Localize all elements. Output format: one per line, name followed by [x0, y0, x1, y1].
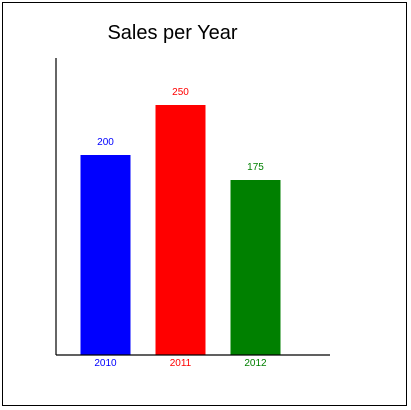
labels-group: 200 2010 250 2011 175 2012 — [94, 87, 267, 369]
bars-group — [80, 105, 281, 355]
value-label-2012: 175 — [247, 162, 264, 173]
chart-title: Sales per Year — [107, 22, 238, 44]
bar-2012 — [230, 180, 281, 355]
category-label-2011: 2011 — [170, 358, 192, 369]
value-label-2011: 250 — [172, 87, 189, 98]
bar-2010 — [80, 155, 131, 355]
category-label-2012: 2012 — [244, 358, 267, 369]
value-label-2010: 200 — [97, 137, 114, 148]
bar-2011 — [155, 105, 206, 355]
category-label-2010: 2010 — [94, 358, 117, 369]
